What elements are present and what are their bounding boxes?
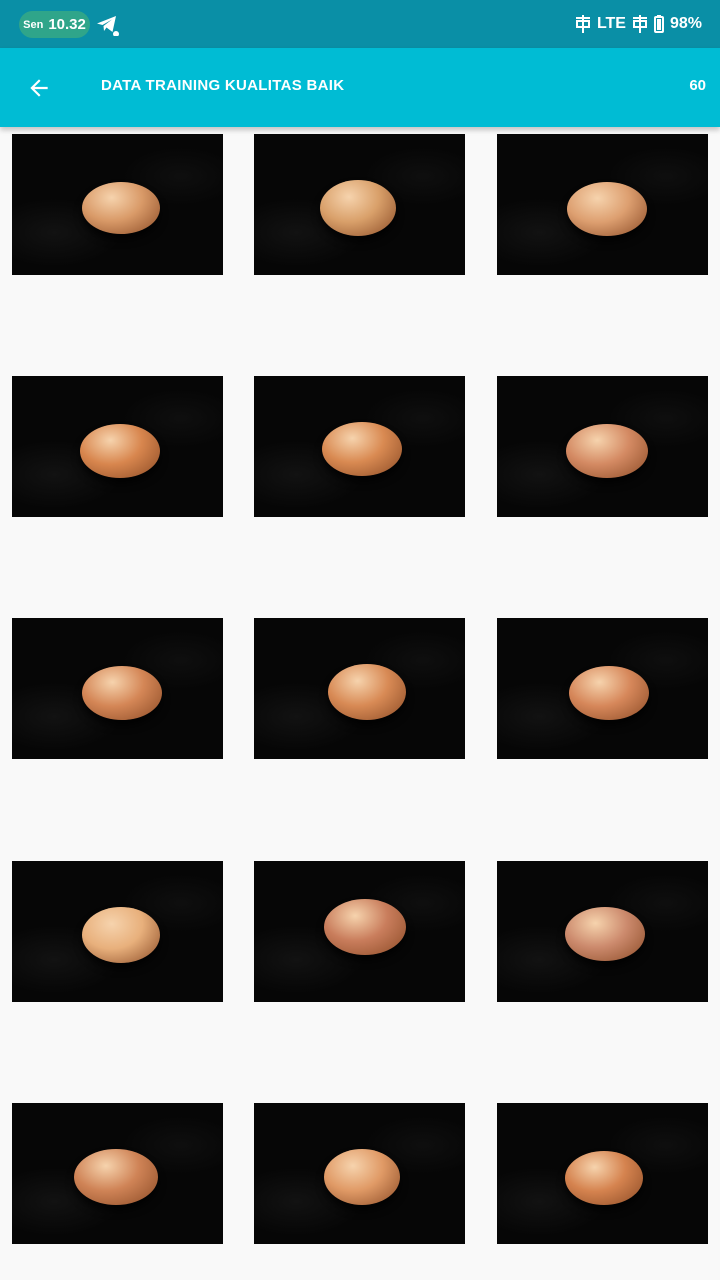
clock-pill[interactable]: Sen 10.32 [19,11,90,38]
egg-photo [567,182,647,236]
battery-icon [653,15,664,33]
grid-image[interactable] [497,618,708,759]
egg-photo [565,907,645,961]
egg-photo [80,424,160,478]
telegram-icon [97,16,119,36]
battery-level: 98% [669,15,702,32]
grid-image[interactable] [254,1103,465,1244]
grid-image[interactable] [497,376,708,517]
egg-photo [569,666,649,720]
status-bar: Sen 10.32 LTE 98% [0,0,720,48]
grid-image[interactable] [12,376,223,517]
image-grid [0,127,720,1280]
grid-image[interactable] [254,376,465,517]
app-bar: DATA TRAINING KUALITAS BAIK 60 [0,48,720,127]
egg-photo [565,1151,643,1205]
signal-icon [632,15,647,33]
egg-photo [74,1149,158,1205]
grid-image[interactable] [12,134,223,275]
egg-photo [82,666,162,720]
grid-image[interactable] [12,618,223,759]
item-count: 60 [689,77,706,94]
grid-image[interactable] [12,1103,223,1244]
egg-photo [320,180,396,236]
egg-photo [322,422,402,476]
grid-image[interactable] [254,134,465,275]
egg-photo [324,899,406,955]
page-title: DATA TRAINING KUALITAS BAIK [101,77,345,94]
back-button[interactable] [14,63,64,113]
grid-image[interactable] [254,861,465,1002]
grid-image[interactable] [497,861,708,1002]
arrow-left-icon [30,79,48,97]
clock-day: Sen [23,18,44,31]
grid-image[interactable] [254,618,465,759]
egg-photo [566,424,648,478]
clock-time: 10.32 [48,16,86,33]
egg-photo [82,907,160,963]
grid-image[interactable] [12,861,223,1002]
signal-icon [575,15,590,33]
egg-photo [82,182,160,234]
network-type: LTE [596,15,626,32]
status-right: LTE 98% [575,12,702,36]
grid-image[interactable] [497,134,708,275]
egg-photo [324,1149,400,1205]
grid-image[interactable] [497,1103,708,1244]
egg-photo [328,664,406,720]
